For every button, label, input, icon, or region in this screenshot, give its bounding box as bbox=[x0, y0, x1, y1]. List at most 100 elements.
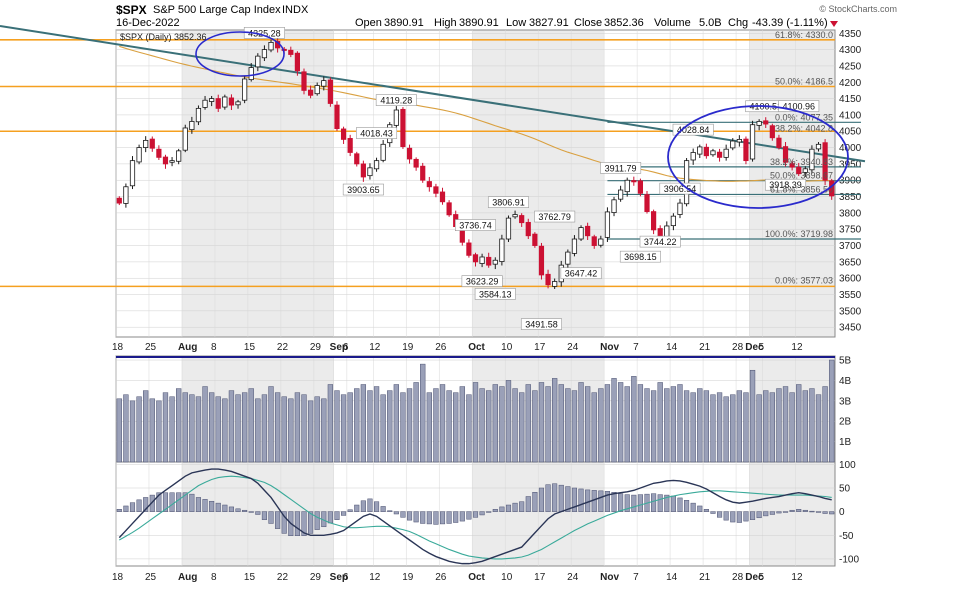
volume-bar bbox=[769, 392, 775, 463]
x-tick-label: 29 bbox=[310, 572, 322, 583]
volume-bar bbox=[116, 398, 122, 463]
candle-body bbox=[809, 148, 815, 171]
fib-label: 50.0%: 3898.67 bbox=[770, 171, 833, 181]
macd-tick-label: -100 bbox=[839, 554, 859, 565]
volume-bar bbox=[426, 392, 432, 463]
candle-body bbox=[756, 121, 762, 126]
volume-bar bbox=[129, 400, 136, 463]
macd-histogram-bar bbox=[525, 496, 531, 512]
high-label: High bbox=[434, 17, 457, 29]
macd-histogram-bar bbox=[697, 505, 703, 512]
chart-symbol-name: S&P 500 Large Cap Index bbox=[153, 4, 281, 16]
open-label: Open bbox=[355, 17, 382, 29]
price-tick-label: 3500 bbox=[839, 306, 862, 317]
candle-body bbox=[400, 108, 406, 147]
candle-body bbox=[406, 147, 413, 160]
volume-bar bbox=[690, 392, 696, 463]
candle-body bbox=[519, 215, 525, 224]
macd-histogram-bar bbox=[261, 511, 267, 520]
price-annotation: 3623.29 bbox=[466, 277, 499, 287]
volume-bar bbox=[505, 380, 512, 463]
macd-histogram-bar bbox=[512, 502, 518, 512]
volume-bar bbox=[598, 388, 604, 463]
macd-line bbox=[118, 468, 832, 565]
macd-histogram-bar bbox=[703, 509, 709, 512]
candle-body bbox=[136, 147, 142, 163]
x-tick-label: 17 bbox=[534, 342, 546, 353]
annotation-box bbox=[474, 288, 516, 300]
price-annotation: 3584.13 bbox=[479, 289, 512, 299]
volume-bar bbox=[743, 392, 749, 463]
candlesticks bbox=[116, 37, 835, 289]
volume-bar bbox=[578, 382, 584, 463]
price-annotation: 4325.28 bbox=[248, 28, 281, 38]
macd-tick-label: 50 bbox=[839, 484, 851, 495]
volume-tick-label: 1B bbox=[839, 437, 852, 448]
fib-label: 38.2%: 4042.8 bbox=[775, 124, 833, 134]
volume-bar bbox=[710, 394, 716, 463]
volume-bar bbox=[301, 394, 307, 463]
candle-body bbox=[545, 273, 551, 286]
volume-bar bbox=[123, 394, 129, 463]
candle-body bbox=[195, 107, 202, 123]
candle-body bbox=[598, 238, 604, 246]
annotation-box bbox=[560, 267, 602, 280]
low-value: 3827.91 bbox=[529, 17, 569, 29]
candle-body bbox=[182, 127, 188, 151]
chart-legend: $SPX (Daily) 3852.36 bbox=[120, 32, 207, 42]
candle-body bbox=[736, 139, 742, 143]
annotation-box bbox=[375, 94, 417, 106]
volume-tick-label: 2B bbox=[839, 417, 852, 428]
macd-histogram-bar bbox=[341, 511, 347, 516]
volume-bar bbox=[387, 390, 393, 463]
candle-body bbox=[776, 137, 782, 148]
volume-bar bbox=[796, 384, 802, 463]
candle-body bbox=[624, 179, 630, 193]
macd-histogram-bar bbox=[387, 510, 393, 512]
close-label: Close bbox=[574, 17, 602, 29]
volume-bar bbox=[591, 392, 597, 463]
macd-histogram-bar bbox=[255, 511, 261, 515]
fib-label: 61.8%: 3856.50 bbox=[770, 184, 833, 194]
macd-histogram-bar bbox=[413, 511, 419, 523]
volume-bar bbox=[393, 384, 399, 463]
volume-bar bbox=[670, 386, 677, 463]
macd-histogram-bar bbox=[136, 499, 142, 512]
price-tick-label: 4300 bbox=[839, 45, 862, 56]
volume-bar bbox=[314, 396, 320, 463]
price-tick-label: 4000 bbox=[839, 143, 862, 154]
x-tick-label: 18 bbox=[112, 572, 124, 583]
volume-bar bbox=[235, 394, 241, 463]
x-tick-label: 7 bbox=[633, 572, 639, 583]
volume-bar bbox=[373, 386, 380, 463]
candle-body bbox=[347, 138, 353, 153]
candle-body bbox=[268, 42, 274, 51]
macd-tick-label: -50 bbox=[839, 531, 854, 542]
x-tick-label: Aug bbox=[178, 342, 197, 353]
candle-body bbox=[116, 197, 122, 204]
macd-histogram-bar bbox=[123, 505, 129, 512]
macd-histogram-bar bbox=[631, 494, 637, 512]
macd-histogram-bar bbox=[796, 509, 802, 512]
macd-histogram-bar bbox=[604, 491, 610, 512]
macd-histogram-bar bbox=[624, 494, 630, 512]
volume-bar bbox=[156, 400, 162, 463]
candle-body bbox=[749, 124, 756, 160]
macd-histogram-bar bbox=[670, 495, 676, 512]
x-tick-label: 28 bbox=[732, 342, 744, 353]
x-tick-label: 25 bbox=[145, 342, 157, 353]
volume-bar bbox=[281, 396, 287, 463]
chg-down-arrow-icon bbox=[830, 21, 838, 27]
x-tick-label: 10 bbox=[501, 342, 513, 353]
volume-bar bbox=[222, 398, 228, 463]
volume-bar bbox=[730, 394, 736, 463]
candle-body bbox=[499, 238, 505, 262]
macd-histogram-bar bbox=[809, 510, 815, 513]
x-tick-label: 19 bbox=[402, 342, 414, 353]
macd-histogram-bar bbox=[162, 492, 169, 512]
candle-body bbox=[439, 191, 446, 203]
candle-body bbox=[354, 153, 360, 165]
candle-body bbox=[314, 85, 320, 95]
ohlc-readout: Open 3890.91 High 3890.91 Low 3827.91 Cl… bbox=[355, 17, 838, 29]
price-annotation: 3698.15 bbox=[624, 252, 657, 262]
